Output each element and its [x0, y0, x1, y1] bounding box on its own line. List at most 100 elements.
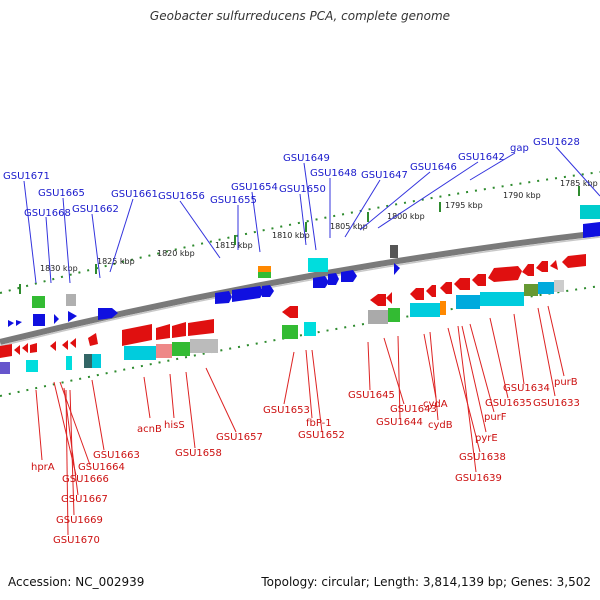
gene-arrow: [426, 285, 436, 297]
gene-label: fbP-1: [306, 418, 332, 429]
kbp-scale: 1830 kbp 1825 kbp 1820 kbp 1815 kbp 1810…: [40, 179, 598, 273]
accession-text: Accession: NC_002939: [8, 575, 145, 589]
genome-title: Geobacter sulfurreducens PCA, complete g…: [149, 9, 451, 23]
gene-label: GSU1671: [3, 171, 50, 182]
gene-arrow: [394, 263, 400, 275]
kbp-label: 1820 kbp: [157, 249, 195, 258]
gene-label: GSU1642: [458, 152, 505, 163]
gene-arrow: [341, 270, 357, 282]
forward-leaders: [23, 146, 600, 284]
gene-arrow: [70, 338, 76, 348]
gene-annotation-box: [410, 303, 440, 317]
gene-label: GSU1665: [38, 188, 85, 199]
gene-arrow: [550, 260, 558, 270]
gene-annotation-box: [554, 280, 564, 292]
gene-arrow: [68, 311, 77, 322]
gene-arrow: [562, 254, 586, 268]
kbp-label: 1830 kbp: [40, 264, 78, 273]
gene-label: GSU1649: [283, 153, 330, 164]
gene-annotation-box: [156, 344, 172, 358]
gene-annotation-box: [390, 245, 398, 258]
gene-label: gap: [510, 143, 529, 154]
gene-label: GSU1645: [348, 390, 395, 401]
gene-label: GSU1650: [279, 184, 326, 195]
kbp-label: 1800 kbp: [387, 212, 425, 221]
gene-label: GSU1663: [93, 450, 140, 461]
kbp-label: 1790 kbp: [503, 191, 541, 200]
gene-label: hprA: [31, 462, 55, 473]
gene-label: GSU1644: [376, 417, 423, 428]
gene-arrow: [410, 288, 424, 300]
gene-annotation-box: [282, 325, 298, 339]
gene-annotation-box: [258, 266, 271, 272]
gene-annotation-box: [0, 362, 10, 374]
gene-label: GSU1652: [298, 430, 345, 441]
forward-genes: [8, 205, 600, 327]
gene-label: GSU1643: [390, 404, 437, 415]
gene-annotation-box: [456, 295, 480, 309]
gene-label: GSU1648: [310, 168, 357, 179]
gene-arrow: [16, 320, 22, 326]
gene-annotation-box: [32, 296, 45, 308]
gene-label: GSU1635: [485, 398, 532, 409]
backbone-highlight: [0, 236, 600, 347]
gene-label: GSU1654: [231, 182, 278, 193]
kbp-label: 1795 kbp: [445, 201, 483, 210]
gene-arrow: [50, 341, 56, 351]
gene-arrow: [370, 294, 386, 306]
gene-arrow: [440, 282, 452, 294]
gene-label: GSU1655: [210, 195, 257, 206]
gene-arrow: [62, 340, 68, 350]
kbp-label: 1815 kbp: [215, 241, 253, 250]
gene-label: GSU1628: [533, 137, 580, 148]
gene-annotation-box: [258, 272, 271, 278]
gene-arrow: [522, 264, 534, 276]
gene-arrow: [262, 285, 274, 297]
gene-label: GSU1653: [263, 405, 310, 416]
gene-label: GSU1633: [533, 398, 580, 409]
gene-arrow: [488, 266, 522, 282]
gene-arrow: [328, 273, 339, 285]
gene-label: GSU1662: [72, 204, 119, 215]
reverse-genes: [0, 254, 586, 374]
gene-annotation-box: [480, 292, 524, 306]
gene-arrow: [454, 278, 470, 290]
gene-arrow: [33, 314, 45, 326]
gene-label: GSU1646: [410, 162, 457, 173]
gene-label: GSU1667: [61, 494, 108, 505]
gene-arrow: [0, 344, 12, 358]
genome-backbone: [0, 230, 600, 345]
gene-label: pyrE: [475, 433, 498, 444]
gene-label: cydA: [423, 399, 448, 410]
inner-ruler: [0, 285, 600, 397]
gene-label: acnB: [137, 424, 162, 435]
gene-label: GSU1669: [56, 515, 103, 526]
gene-label: GSU1670: [53, 535, 100, 546]
gene-annotation-box: [524, 284, 538, 296]
gene-annotation-box: [580, 205, 600, 219]
gene-label: GSU1638: [459, 452, 506, 463]
gene-label: GSU1666: [62, 474, 109, 485]
reverse-gene-labels: hprA GSU1666 GSU1664 GSU1663 GSU1667 GSU…: [31, 377, 580, 546]
gene-label: purF: [484, 412, 507, 423]
gene-label: GSU1647: [361, 170, 408, 181]
gene-arrow: [583, 222, 600, 238]
gene-label: purB: [554, 377, 578, 388]
gene-arrow: [88, 333, 98, 346]
gene-arrow: [8, 320, 14, 327]
gene-annotation-box: [92, 354, 101, 368]
gene-arrow: [122, 324, 152, 346]
gene-arrow: [215, 291, 232, 304]
gene-label: GSU1658: [175, 448, 222, 459]
gene-arrow: [188, 319, 214, 336]
gene-label: GSU1657: [216, 432, 263, 443]
kbp-label: 1825 kbp: [97, 257, 135, 266]
ruler-major-ticks: [19, 186, 580, 294]
gene-arrow: [98, 308, 118, 320]
gene-annotation-box: [26, 360, 38, 372]
gene-arrow: [536, 261, 548, 272]
gene-arrow: [232, 286, 264, 302]
gene-arrow: [14, 345, 20, 355]
kbp-label: 1785 kbp: [560, 179, 598, 188]
